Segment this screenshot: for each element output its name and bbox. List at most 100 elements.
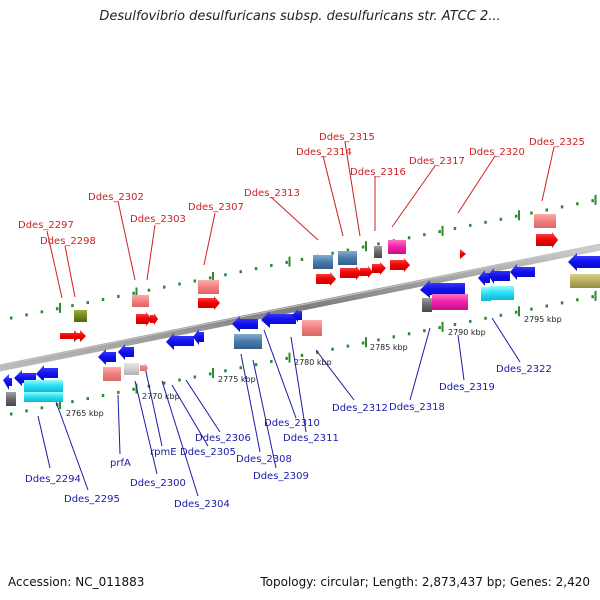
guide-dot — [469, 223, 472, 227]
guide-dot — [101, 394, 105, 397]
gene-label-ddes-2303[interactable]: Ddes_2303 — [130, 214, 186, 225]
guide-dot — [530, 307, 533, 311]
gene-feature — [292, 309, 302, 322]
gene-label-ddes-2307[interactable]: Ddes_2307 — [188, 202, 244, 213]
gene-label-ddes-2314[interactable]: Ddes_2314 — [296, 147, 352, 158]
gene-label-rpme[interactable]: rpmE — [150, 447, 177, 458]
guide-dot — [71, 400, 74, 404]
gene-feature — [232, 316, 258, 332]
gene-label-ddes-2312[interactable]: Ddes_2312 — [332, 403, 388, 414]
gene-label-ddes-2305[interactable]: Ddes_2305 — [180, 447, 236, 458]
guide-dot — [407, 236, 411, 240]
guide-dot — [285, 260, 288, 264]
gene-label-ddes-2294[interactable]: Ddes_2294 — [25, 474, 81, 485]
gene-feature — [388, 240, 406, 254]
gene-label-ddes-2322[interactable]: Ddes_2322 — [496, 364, 552, 375]
guide-dot — [254, 267, 258, 271]
guide-dot — [101, 298, 105, 301]
gene-feature — [568, 253, 600, 271]
gene-label-ddes-2318[interactable]: Ddes_2318 — [389, 402, 445, 413]
gene-feature — [340, 266, 362, 280]
gene-label-ddes-2320[interactable]: Ddes_2320 — [469, 147, 525, 158]
gene-feature — [302, 320, 322, 336]
guide-dot — [361, 341, 365, 345]
gene-label-ddes-2302[interactable]: Ddes_2302 — [88, 192, 144, 203]
gene-label-prfa[interactable]: prfA — [110, 458, 131, 469]
guide-dot — [591, 199, 594, 203]
guide-dot — [438, 326, 441, 330]
map-title: Desulfovibrio desulfuricans subsp. desul… — [99, 9, 501, 24]
gene-label-ddes-2311[interactable]: Ddes_2311 — [283, 433, 339, 444]
gene-label-ddes-2308[interactable]: Ddes_2308 — [236, 454, 292, 465]
gene-feature — [6, 392, 16, 406]
guide-dot — [147, 288, 151, 292]
gene-feature — [360, 266, 373, 278]
gene-label-ddes-2309[interactable]: Ddes_2309 — [253, 471, 309, 482]
guide-dot — [300, 257, 304, 261]
guide-dot — [331, 251, 334, 255]
guide-dot — [132, 291, 135, 295]
scale-label: 2775 kbp — [218, 375, 256, 384]
guide-dot — [132, 387, 135, 391]
guide-dot — [407, 332, 411, 336]
guide-dot — [438, 230, 441, 234]
gene-feature — [103, 367, 121, 381]
gene-feature — [198, 280, 219, 294]
gene-feature — [372, 262, 386, 275]
gene-feature — [36, 365, 58, 382]
scale-labels: 2765 kbp 2770 kbp 2775 kbp 2780 kbp 2785… — [66, 315, 562, 418]
bottom-leader-lines — [37, 317, 521, 497]
guide-dot — [208, 372, 212, 376]
gene-label-ddes-2319[interactable]: Ddes_2319 — [439, 382, 495, 393]
top-leader-lines — [46, 141, 555, 299]
gene-feature — [374, 246, 382, 258]
gene-feature — [390, 258, 410, 272]
guide-dot — [193, 279, 197, 283]
guide-dot — [193, 375, 197, 379]
gene-feature — [422, 298, 432, 312]
gene-label-ddes-2317[interactable]: Ddes_2317 — [409, 156, 465, 167]
gene-label-ddes-2295[interactable]: Ddes_2295 — [64, 494, 120, 505]
guide-dot — [270, 360, 273, 363]
gene-feature — [534, 214, 556, 228]
gene-feature — [132, 295, 149, 307]
guide-dot — [423, 233, 426, 237]
gene-feature — [150, 313, 158, 325]
gene-label-ddes-2325[interactable]: Ddes_2325 — [529, 137, 585, 148]
gene-feature — [198, 296, 220, 310]
guide-dot — [163, 285, 166, 289]
guide-dot — [392, 335, 395, 339]
guide-dot — [163, 381, 166, 385]
guide-dot — [208, 276, 212, 280]
guide-dot — [530, 211, 533, 215]
gene-feature — [261, 311, 296, 328]
guide-dot — [591, 295, 594, 299]
guide-dot — [346, 344, 350, 348]
gene-label-ddes-2298[interactable]: Ddes_2298 — [40, 236, 96, 247]
guide-dot — [346, 248, 350, 252]
gene-feature — [432, 294, 468, 310]
gene-feature — [3, 374, 12, 390]
guide-dot — [40, 406, 44, 410]
scale-label: 2770 kbp — [142, 392, 180, 401]
guide-dot — [499, 217, 503, 221]
gene-feature — [124, 363, 139, 375]
guide-dot — [10, 412, 13, 416]
gene-label-ddes-2297[interactable]: Ddes_2297 — [18, 220, 74, 231]
guide-dot — [25, 313, 28, 317]
gene-label-ddes-2316[interactable]: Ddes_2316 — [350, 167, 406, 178]
gene-label-ddes-2304[interactable]: Ddes_2304 — [174, 499, 230, 510]
guide-dot — [254, 363, 258, 367]
genome-backbone — [0, 243, 600, 372]
gene-label-ddes-2315[interactable]: Ddes_2315 — [319, 132, 375, 143]
gene-label-ddes-2310[interactable]: Ddes_2310 — [264, 418, 320, 429]
gene-label-ddes-2300[interactable]: Ddes_2300 — [130, 478, 186, 489]
guide-dot — [224, 369, 227, 373]
gene-feature — [136, 312, 152, 326]
gene-label-ddes-2313[interactable]: Ddes_2313 — [244, 188, 300, 199]
gene-feature — [536, 232, 558, 248]
guide-dot — [453, 323, 457, 326]
guide-dot — [545, 304, 548, 308]
gene-label-ddes-2306[interactable]: Ddes_2306 — [195, 433, 251, 444]
